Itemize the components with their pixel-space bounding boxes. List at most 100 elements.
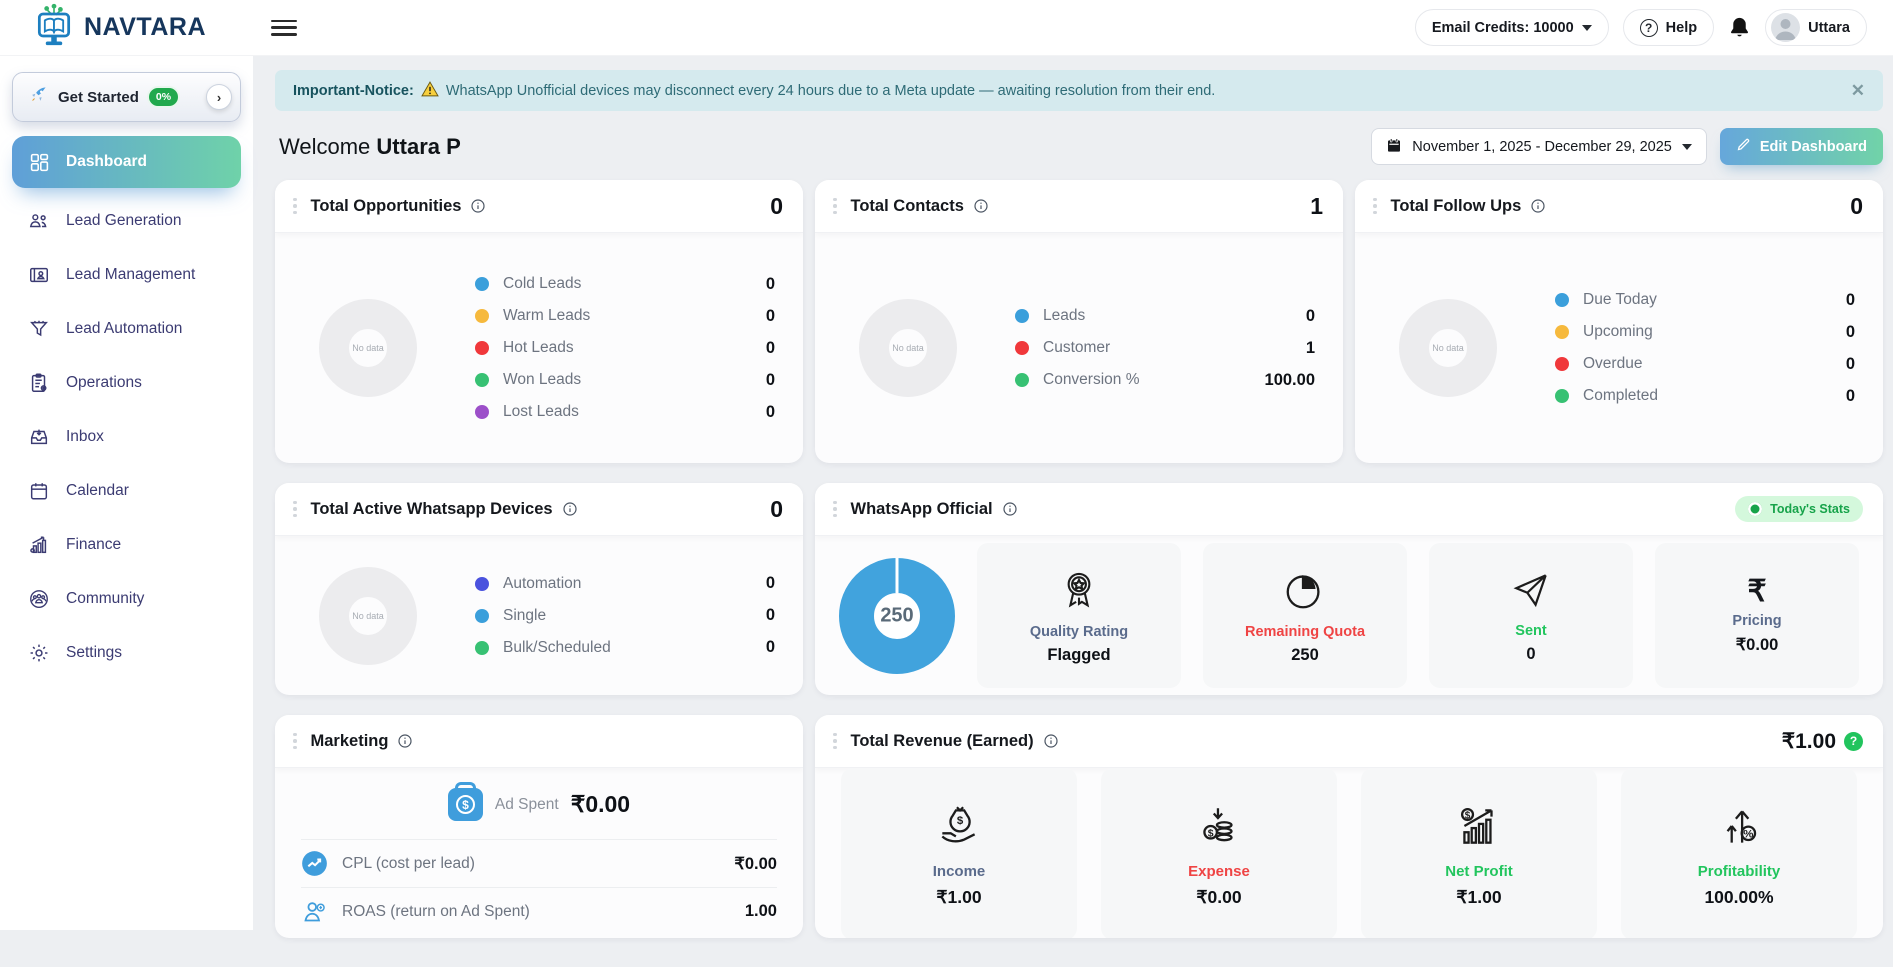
person-coin-icon	[301, 898, 328, 925]
drag-handle-icon[interactable]	[289, 729, 301, 754]
page-header: Welcome Uttara P November 1, 2025 - Dece…	[279, 128, 1883, 165]
legend-item: Overdue 0	[1555, 355, 1855, 374]
page-title: Welcome Uttara P	[279, 134, 461, 160]
funnel-icon	[28, 318, 50, 340]
sidebar-item-finance[interactable]: Finance	[0, 518, 253, 572]
rocket-icon	[29, 85, 48, 109]
pie-chart-icon	[1282, 567, 1328, 618]
legend-value: 0	[765, 274, 775, 293]
metric-value: 1.00	[744, 902, 777, 920]
sidebar-item-lead-management[interactable]: Lead Management	[0, 248, 253, 302]
help-badge-icon[interactable]: ?	[1844, 731, 1863, 751]
card-total-value: 0	[770, 192, 783, 219]
sidebar-item-calendar[interactable]: Calendar	[0, 464, 253, 518]
info-icon[interactable]	[1043, 733, 1059, 749]
info-icon[interactable]	[1002, 501, 1018, 517]
calendar-icon	[28, 480, 50, 502]
send-icon	[1509, 568, 1553, 617]
stat-label: Remaining Quota	[1244, 623, 1366, 640]
notifications-bell-icon[interactable]	[1728, 16, 1751, 39]
edit-dashboard-button[interactable]: Edit Dashboard	[1719, 128, 1883, 165]
chevron-right-icon[interactable]: ›	[206, 84, 232, 110]
stat-pricing: ₹ Pricing ₹0.00	[1655, 543, 1859, 688]
legend: Automation 0 Single 0 Bulk/Scheduled 0	[475, 574, 775, 657]
stat-net-profit: $ Net Profit ₹1.00	[1361, 768, 1597, 938]
warning-triangle-icon	[421, 80, 439, 101]
info-icon[interactable]	[973, 198, 989, 214]
legend-label: Customer	[1043, 339, 1111, 356]
legend-label: Automation	[503, 574, 582, 592]
legend-dot	[1015, 309, 1029, 323]
welcome-text: Welcome	[279, 133, 371, 159]
stat-income: $ Income ₹1.00	[841, 768, 1077, 938]
welcome-user-name: Uttara P	[376, 133, 461, 159]
svg-text:%: %	[1743, 828, 1753, 840]
legend-value: 100.00	[1264, 370, 1315, 389]
drag-handle-icon[interactable]	[829, 729, 841, 754]
legend-item: Leads 0	[1015, 307, 1315, 326]
legend-item: Hot Leads 0	[475, 339, 775, 358]
stat-label: Expense	[1188, 862, 1250, 880]
stat-label: Profitability	[1697, 862, 1781, 880]
sidebar-item-label: Finance	[66, 536, 122, 553]
award-icon	[1056, 567, 1102, 618]
edit-dashboard-label: Edit Dashboard	[1759, 138, 1867, 155]
legend: Leads 0 Customer 1 Conversion % 100.00	[1015, 307, 1315, 390]
trend-up-icon	[301, 850, 328, 877]
legend-label: Bulk/Scheduled	[503, 638, 611, 656]
sidebar-item-dashboard[interactable]: Dashboard	[12, 136, 241, 188]
email-credits-dropdown[interactable]: Email Credits: 10000	[1414, 9, 1609, 46]
community-icon	[28, 588, 50, 610]
legend-dot	[475, 341, 489, 355]
sidebar-item-operations[interactable]: Operations	[0, 356, 253, 410]
empty-donut-chart: No data	[1399, 299, 1497, 397]
info-icon[interactable]	[562, 501, 578, 517]
legend-value: 0	[765, 606, 775, 624]
stat-label: Quality Rating	[1029, 623, 1129, 640]
svg-text:$: $	[1465, 810, 1471, 821]
gear-icon	[28, 642, 50, 664]
close-icon[interactable]: ✕	[1850, 80, 1865, 100]
stat-label: Income	[932, 862, 986, 880]
sidebar-item-label: Community	[66, 590, 145, 607]
info-icon[interactable]	[470, 198, 486, 214]
no-data-label: No data	[892, 343, 924, 353]
clipboard-gear-icon	[28, 372, 50, 394]
info-icon[interactable]	[397, 733, 413, 749]
legend-dot	[1555, 389, 1569, 403]
card-total-value: 1	[1310, 192, 1323, 219]
legend-value: 0	[765, 370, 775, 389]
sidebar-item-community[interactable]: Community	[0, 572, 253, 626]
drag-handle-icon[interactable]	[289, 194, 301, 219]
sidebar-item-inbox[interactable]: Inbox	[0, 410, 253, 464]
legend-dot	[475, 309, 489, 323]
empty-donut-chart: No data	[319, 299, 417, 397]
drag-handle-icon[interactable]	[1369, 194, 1381, 219]
drag-handle-icon[interactable]	[829, 497, 841, 522]
sidebar-item-lead-generation[interactable]: Lead Generation	[0, 194, 253, 248]
help-button[interactable]: ? Help	[1622, 9, 1715, 46]
menu-toggle-icon[interactable]	[271, 18, 297, 38]
user-menu[interactable]: Uttara	[1765, 9, 1867, 46]
date-range-picker[interactable]: November 1, 2025 - December 29, 2025	[1371, 128, 1707, 165]
card-total-revenue: Total Revenue (Earned) ₹1.00 ? $ Income …	[815, 715, 1883, 938]
card-total-follow-ups: Total Follow Ups 0 No data Due Today 0 Up…	[1355, 180, 1883, 463]
notice-prefix: Important-Notice:	[293, 82, 414, 99]
dashboard-grid: Total Opportunities 0 No data Cold Leads…	[275, 180, 1883, 938]
sidebar-item-lead-automation[interactable]: Lead Automation	[0, 302, 253, 356]
legend-value: 0	[1845, 322, 1855, 341]
brand[interactable]: NAVTARA	[0, 3, 253, 52]
sidebar-item-settings[interactable]: Settings	[0, 626, 253, 680]
legend-label: Won Leads	[503, 371, 582, 388]
get-started-button[interactable]: Get Started 0% ›	[12, 72, 241, 122]
drag-handle-icon[interactable]	[829, 194, 841, 219]
legend-dot	[475, 405, 489, 419]
drag-handle-icon[interactable]	[289, 497, 301, 522]
stat-label: Sent	[1515, 622, 1547, 639]
inbox-tray-icon	[28, 426, 50, 448]
info-icon[interactable]	[1530, 198, 1546, 214]
no-data-label: No data	[1432, 343, 1464, 353]
sidebar-item-label: Lead Automation	[66, 320, 183, 337]
card-total-value: 0	[770, 495, 783, 522]
legend: Due Today 0 Upcoming 0 Overdue 0 Completed 0	[1555, 291, 1855, 406]
